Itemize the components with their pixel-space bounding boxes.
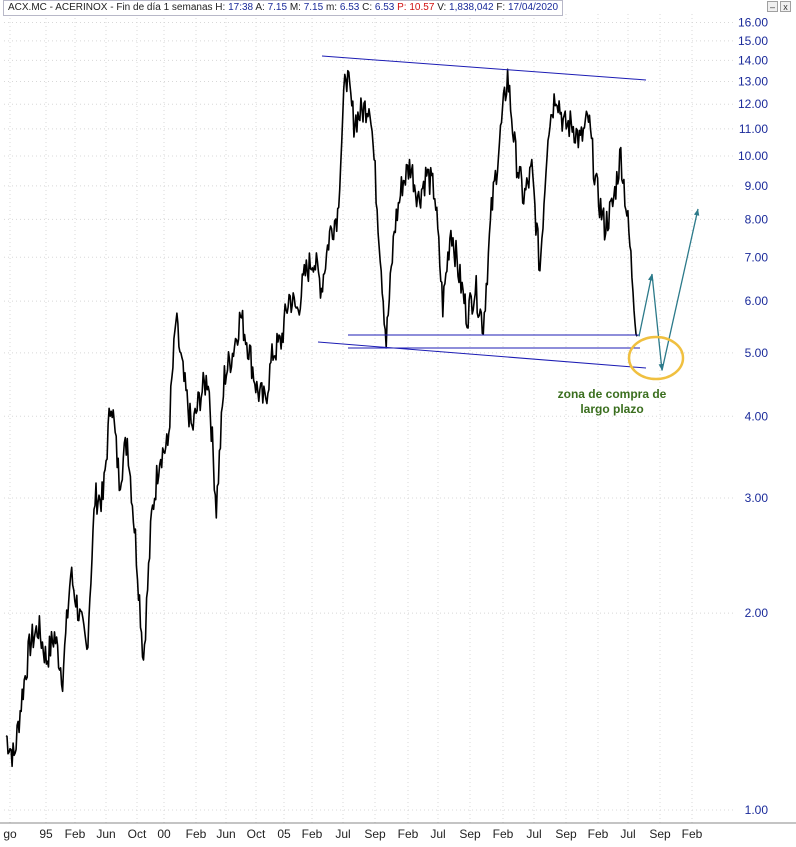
upper-trendline: [321, 55, 647, 81]
x-tick-label: Jun: [96, 827, 115, 841]
x-tick-label: Sep: [555, 827, 577, 841]
x-tick-label: Feb: [302, 827, 323, 841]
y-axis: 1.00 2.00 3.00 4.00 5.00 6.00 7.00 8.00 9.00 10.0…: [738, 16, 768, 817]
x-tick-label: Jul: [526, 827, 541, 841]
price-value: 10.57: [409, 2, 435, 13]
lower-trendline: [317, 341, 647, 369]
price-series-line: [5, 68, 638, 768]
x-tick-label: go: [3, 827, 17, 841]
x-tick-label: Feb: [682, 827, 703, 841]
x-tick-label: Feb: [186, 827, 207, 841]
projection-arrowhead: [658, 363, 665, 371]
y-tick-label: 7.00: [745, 250, 769, 264]
minimize-button[interactable]: –: [767, 1, 778, 12]
y-tick-label: 16.00: [738, 16, 768, 30]
x-tick-label: Sep: [364, 827, 386, 841]
x-tick-label: 05: [277, 827, 291, 841]
y-tick-label: 9.00: [745, 179, 769, 193]
close-button[interactable]: x: [780, 1, 791, 12]
y-tick-label: 5.00: [745, 346, 769, 360]
projection-path: [638, 208, 699, 371]
x-tick-label: Oct: [247, 827, 266, 841]
x-tick-label: Jul: [335, 827, 350, 841]
x-tick-label: Feb: [588, 827, 609, 841]
annotation-line-2: largo plazo: [580, 402, 643, 416]
x-tick-label: Feb: [398, 827, 419, 841]
y-tick-label: 12.00: [738, 97, 768, 111]
x-tick-label: 00: [157, 827, 171, 841]
date-value: 17/04/2020: [508, 2, 559, 13]
y-tick-label: 11.00: [739, 122, 768, 136]
chart-title: ACX.MC - ACERINOX - Fin de día 1 semanas: [8, 2, 213, 13]
x-tick-label: 95: [39, 827, 53, 841]
grid-layer: [4, 14, 733, 823]
trendline-layer: [317, 55, 647, 369]
buy-zone-circle: [627, 335, 685, 381]
y-tick-label: 8.00: [745, 212, 769, 226]
x-tick-label: Jul: [430, 827, 445, 841]
close-value: 6.53: [374, 2, 395, 13]
projection-arrowhead: [693, 208, 700, 216]
high-value: 7.15: [303, 2, 324, 13]
y-tick-label: 13.00: [738, 74, 768, 88]
x-tick-label: Oct: [128, 827, 147, 841]
y-tick-label: 14.00: [738, 53, 768, 67]
x-tick-label: Feb: [493, 827, 514, 841]
y-tick-label: 3.00: [745, 491, 769, 505]
y-tick-label: 15.00: [738, 34, 768, 48]
y-tick-label: 1.00: [745, 803, 769, 817]
x-tick-label: Jun: [216, 827, 235, 841]
price-layer: [5, 68, 638, 768]
chart-header: ACX.MC - ACERINOX - Fin de día 1 semanas…: [3, 0, 564, 16]
projection-arrowhead: [648, 274, 654, 281]
x-tick-label: Sep: [649, 827, 671, 841]
y-tick-label: 2.00: [745, 606, 769, 620]
open-value: 7.15: [267, 2, 288, 13]
low-value: 6.53: [339, 2, 360, 13]
time-value: 17:38: [228, 2, 254, 13]
y-tick-label: 4.00: [745, 409, 769, 423]
y-tick-label: 10.00: [738, 149, 768, 163]
volume-value: 1,838,042: [449, 2, 494, 13]
x-tick-label: Sep: [459, 827, 481, 841]
x-tick-label: Feb: [65, 827, 86, 841]
x-tick-label: Jul: [620, 827, 635, 841]
x-axis: go 95 Feb Jun Oct 00 Feb Jun Oct 05 Feb Jul Sep Feb Ju…: [0, 822, 796, 841]
y-tick-label: 6.00: [745, 294, 769, 308]
projection-layer: [627, 208, 700, 381]
annotation-line-1: zona de compra de: [558, 387, 667, 401]
